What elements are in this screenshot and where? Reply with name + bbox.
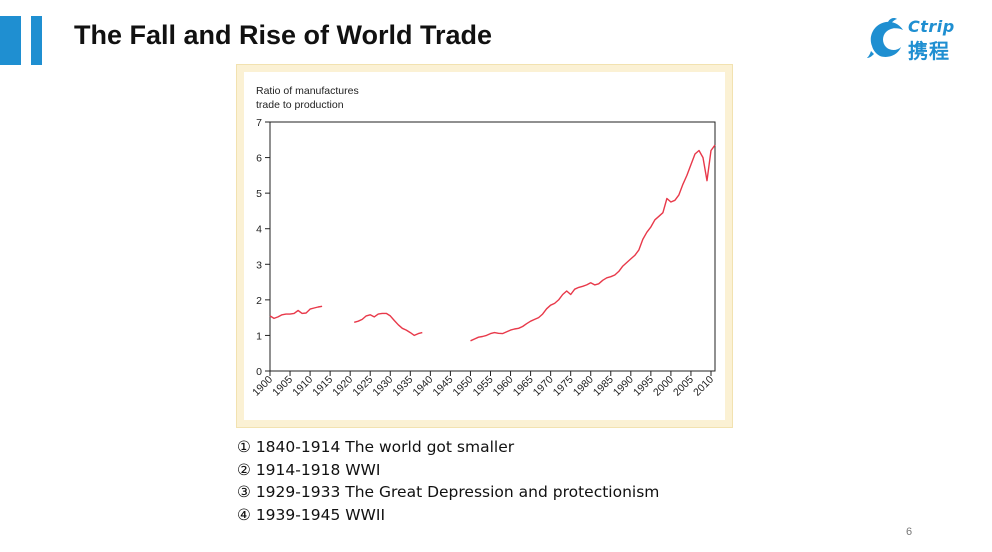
accent-bar-left <box>0 16 21 65</box>
series-segment-2 <box>354 312 423 337</box>
x-tick-label: 1955 <box>471 374 496 399</box>
note-item-3: ③ 1929-1933 The Great Depression and pro… <box>237 483 660 501</box>
x-tick-label: 1965 <box>511 374 536 399</box>
y-axis-label-line-1: Ratio of manufactures <box>256 85 359 97</box>
series-lines <box>269 144 716 342</box>
y-tick-label: 5 <box>256 188 262 200</box>
x-tick-label: 1910 <box>290 374 315 399</box>
dolphin-logo-icon <box>867 18 903 58</box>
x-tick-label: 1945 <box>431 374 456 399</box>
x-tick-label: 1990 <box>611 374 636 399</box>
x-tick-label: 1900 <box>250 374 275 399</box>
y-tick-label: 7 <box>256 117 262 129</box>
accent-bar-right <box>31 16 42 65</box>
notes-list: ① 1840-1914 The world got smaller ② 1914… <box>237 436 659 526</box>
x-tick-label: 1970 <box>531 374 556 399</box>
x-tick-label: 1975 <box>551 374 576 399</box>
x-axis: 1900190519101915192019251930193519401945… <box>250 371 716 399</box>
y-axis-label-line-2: trade to production <box>256 99 344 111</box>
note-item-2: ② 1914-1918 WWI <box>237 460 381 479</box>
y-tick-label: 0 <box>256 366 262 378</box>
x-tick-label: 1905 <box>270 374 295 399</box>
x-tick-label: 1935 <box>390 374 415 399</box>
plot-area-border <box>269 121 716 372</box>
y-tick-label: 6 <box>256 153 262 165</box>
chart-panel: Ratio of manufactures trade to productio… <box>244 72 725 420</box>
y-axis: 0 1 2 3 4 5 6 7 <box>256 117 270 378</box>
y-tick-label: 1 <box>256 330 262 342</box>
x-tick-label: 1925 <box>350 374 375 399</box>
x-tick-label: 1920 <box>330 374 355 399</box>
page-number: 6 <box>906 526 913 538</box>
series-segment-3 <box>470 144 716 342</box>
y-tick-label: 3 <box>256 259 262 271</box>
x-tick-label: 1980 <box>571 374 596 399</box>
x-tick-label: 1995 <box>631 374 656 399</box>
x-tick-label: 2005 <box>671 374 696 399</box>
trade-ratio-chart: Ratio of manufactures trade to productio… <box>250 85 716 399</box>
x-tick-label: 1985 <box>591 374 616 399</box>
x-tick-label: 1940 <box>410 374 435 399</box>
x-tick-label: 1960 <box>491 374 516 399</box>
x-tick-label: 2000 <box>651 374 676 399</box>
y-tick-label: 2 <box>256 295 262 307</box>
x-tick-label: 1950 <box>451 374 476 399</box>
logo-chinese-text: 携程 <box>908 39 950 63</box>
ctrip-logo: Ctrip 携程 <box>866 16 976 63</box>
y-tick-label: 4 <box>256 224 262 236</box>
series-segment-1 <box>269 305 323 320</box>
page-title: The Fall and Rise of World Trade <box>74 20 493 50</box>
note-item-1: ① 1840-1914 The world got smaller <box>237 438 515 456</box>
note-item-4: ④ 1939-1945 WWII <box>237 505 386 524</box>
x-tick-label: 1930 <box>370 374 395 399</box>
x-tick-label: 1915 <box>310 374 335 399</box>
chart-frame: Ratio of manufactures trade to productio… <box>236 64 733 428</box>
x-tick-label: 2010 <box>691 374 716 399</box>
logo-brand-text: Ctrip <box>908 17 955 36</box>
